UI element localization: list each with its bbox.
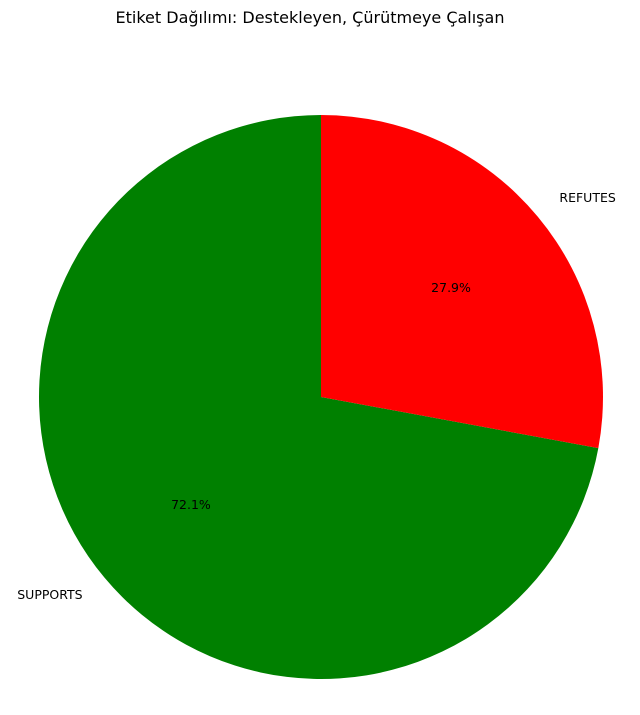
pie-slices bbox=[38, 115, 603, 679]
slice-percent-refutes: 27.9% bbox=[431, 280, 471, 295]
pie-slice-supports bbox=[38, 115, 599, 679]
slice-label-refutes: REFUTES bbox=[559, 190, 615, 205]
chart-title: Etiket Dağılımı: Destekleyen, Çürütmeye … bbox=[116, 8, 505, 27]
slice-label-supports: SUPPORTS bbox=[17, 587, 82, 602]
pie-slice-refutes bbox=[321, 115, 603, 449]
pie-labels: SUPPORTS 72.1% REFUTES 27.9% bbox=[17, 190, 616, 602]
slice-percent-supports: 72.1% bbox=[171, 497, 211, 512]
